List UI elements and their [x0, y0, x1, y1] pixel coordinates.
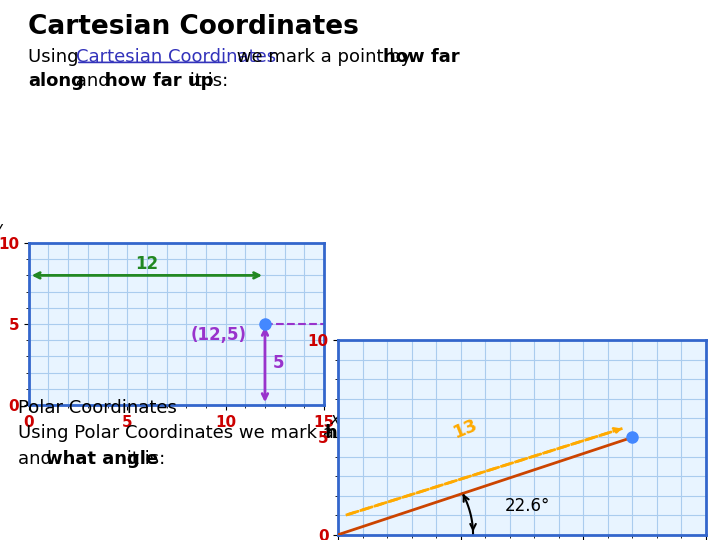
Text: y: y: [0, 221, 2, 237]
Text: how far away,: how far away,: [325, 424, 466, 442]
Text: how far up: how far up: [105, 72, 214, 90]
Text: it is:: it is:: [184, 72, 228, 90]
Text: x: x: [330, 413, 339, 428]
Text: Cartesian Coordinates: Cartesian Coordinates: [28, 15, 359, 40]
Text: what angle: what angle: [45, 450, 158, 468]
Text: Using: Using: [28, 48, 84, 66]
Text: Polar Coordinates: Polar Coordinates: [18, 399, 176, 416]
Text: 5: 5: [273, 354, 284, 372]
Text: it is:: it is:: [121, 450, 166, 468]
Text: and: and: [70, 72, 115, 90]
Text: along: along: [28, 72, 84, 90]
Text: 12: 12: [135, 255, 158, 273]
Text: how far: how far: [383, 48, 459, 66]
Text: and: and: [18, 450, 58, 468]
Text: Cartesian Coordinates: Cartesian Coordinates: [76, 48, 276, 66]
Text: 22.6°: 22.6°: [505, 497, 550, 515]
Text: 13: 13: [451, 415, 481, 441]
Text: (12,5): (12,5): [190, 326, 246, 344]
Text: Using Polar Coordinates we mark a point by: Using Polar Coordinates we mark a point …: [18, 424, 419, 442]
Text: we mark a point by: we mark a point by: [231, 48, 417, 66]
